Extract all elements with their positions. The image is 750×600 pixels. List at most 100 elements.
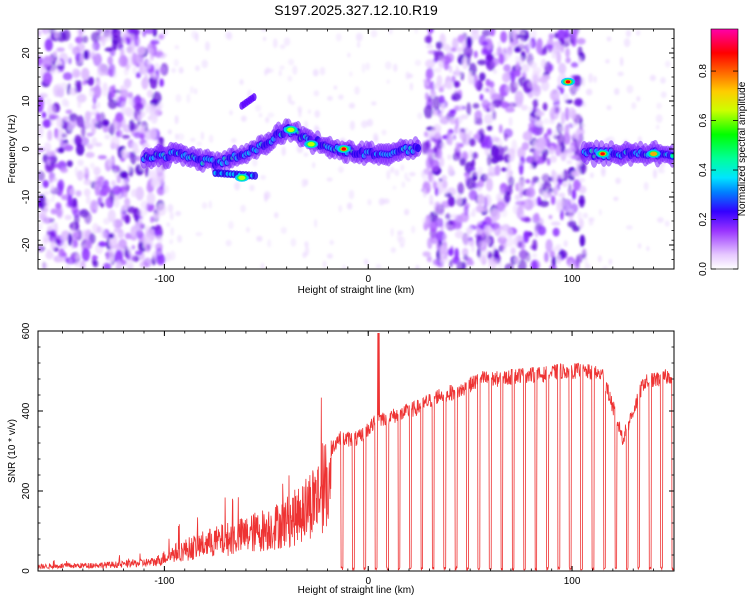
spectrogram-cell: [478, 240, 485, 249]
spectrogram-cell: [460, 114, 469, 120]
spectrogram-noise: [38, 29, 671, 269]
spectrogram-cell: [465, 36, 473, 48]
spectrogram-cell: [280, 226, 287, 234]
spectrogram-cell: [113, 89, 123, 94]
spectrogram-cell: [274, 212, 279, 219]
spectrogram-cell: [427, 237, 433, 250]
spectrogram-cell: [477, 179, 485, 188]
spectrogram-cell: [421, 170, 425, 178]
spectrogram-cell: [463, 46, 473, 59]
spectrogram-x-label: Height of straight line (km): [298, 285, 415, 296]
spectrogram-cell: [429, 194, 434, 205]
spectrogram-cell: [557, 254, 562, 265]
spectrogram-cell: [63, 55, 68, 63]
spectrogram-y-label: Frequency (Hz): [7, 115, 18, 184]
spectrogram-cell: [463, 254, 469, 261]
spectrogram-cell: [655, 114, 663, 123]
spectrogram-cell: [47, 104, 56, 118]
spectrogram-cell: [38, 147, 45, 153]
spectrogram-cell: [150, 39, 160, 45]
x-tick-label: 100: [564, 576, 581, 587]
spectrogram-cell: [532, 223, 539, 233]
spectrogram-cell: [407, 73, 414, 79]
spectrogram-cell: [157, 235, 163, 244]
spectrogram-cell: [249, 184, 255, 192]
spectrogram-cell: [132, 66, 138, 75]
spectrogram-cell: [123, 67, 129, 76]
spectrogram-cell: [557, 133, 565, 147]
spectrogram-cell: [46, 225, 54, 231]
spectrogram-cell: [370, 29, 378, 38]
spectrogram-cell: [140, 200, 149, 209]
spectrogram-cell: [546, 157, 551, 166]
spectrogram-cell: [532, 239, 538, 252]
spectrogram-cell: [108, 233, 115, 239]
spectrogram-cell: [489, 103, 495, 113]
spectrogram-cell: [94, 120, 104, 129]
spectrogram-cell: [550, 155, 557, 163]
spectrogram-cell: [49, 198, 55, 203]
spectrogram-cell: [414, 59, 422, 66]
spectrogram-cell: [95, 78, 101, 87]
spectrogram-cell: [504, 237, 515, 248]
spectrogram-cell: [256, 235, 263, 242]
spectrogram-cell: [426, 255, 432, 263]
spectrogram-cell: [507, 50, 512, 59]
spectrogram-cell: [43, 233, 51, 241]
spectrogram-cell: [327, 95, 333, 101]
spectrogram-cell: [517, 179, 526, 193]
spectrogram-cell: [195, 232, 203, 237]
spectrogram-cell: [485, 87, 490, 93]
spectrogram-cell: [447, 164, 452, 173]
spectrogram-cell: [455, 194, 463, 206]
spectrogram-cell: [444, 213, 451, 220]
x-tick-label: -100: [154, 274, 174, 285]
spectrogram-cell: [500, 31, 508, 43]
spectrogram-cell: [514, 256, 520, 264]
spectrogram-cell: [139, 132, 145, 140]
spectrogram-cell: [137, 114, 142, 122]
spectrogram-cell: [56, 83, 63, 91]
spectrogram-cell: [117, 229, 125, 239]
spectrogram-cell: [504, 191, 511, 204]
spectrogram-cell: [252, 158, 258, 167]
spectrogram-cell: [85, 151, 95, 158]
spectrogram-cell: [550, 221, 561, 226]
spectrogram-cell: [169, 250, 176, 261]
spectrogram-cell: [194, 88, 198, 95]
spectrogram-cell: [566, 148, 574, 159]
spectrogram-cell: [401, 181, 406, 188]
spectrogram-cell: [117, 35, 122, 45]
spectrogram-cell: [462, 247, 469, 257]
spectrogram-cell: [511, 29, 517, 40]
spectrogram-cell: [103, 81, 108, 91]
spectrogram-cell: [252, 171, 259, 180]
spectrogram-cell: [149, 216, 155, 223]
spectrogram-cell: [314, 218, 318, 228]
spectrogram-cell: [562, 169, 569, 182]
spectrogram-cell: [135, 186, 145, 201]
spectrogram-cell: [115, 260, 122, 269]
spectrogram-cell: [577, 211, 582, 221]
spectrogram-cell: [479, 133, 485, 145]
spectrogram-cell: [548, 214, 553, 220]
spectrogram-cell: [521, 141, 530, 151]
spectrogram-cell: [533, 140, 538, 149]
spectrogram-cell: [165, 252, 171, 262]
spectrogram-cell: [146, 129, 151, 140]
spectrogram-cell: [47, 159, 51, 166]
spectrogram-cell: [312, 68, 319, 77]
spectrogram-cell: [81, 35, 89, 44]
spectrogram-cell: [100, 202, 105, 208]
spectrogram-cell: [482, 41, 489, 46]
snr-y-ticks: 0 200 400 600: [21, 322, 674, 574]
spectrogram-cell: [546, 128, 552, 136]
spectrogram-cell: [589, 172, 594, 179]
spectrogram-cell: [120, 89, 129, 99]
spectrogram-cell: [49, 114, 60, 120]
spectrogram-cell: [177, 234, 183, 243]
spectrogram-cell: [504, 263, 514, 269]
spectrogram-cell: [558, 62, 567, 75]
spectrogram-cell: [593, 75, 597, 84]
spectrogram-cell: [423, 105, 434, 119]
